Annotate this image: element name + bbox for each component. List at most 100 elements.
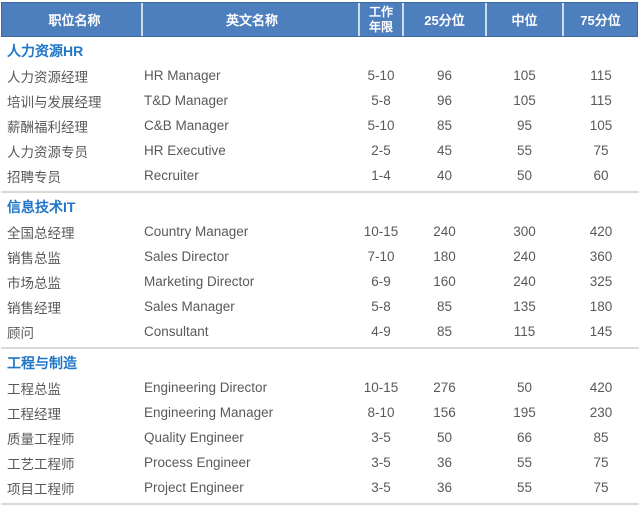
years-cell: 8-10	[367, 405, 395, 420]
years-header-line2: 年限	[368, 19, 393, 34]
years-cell: 10-15	[363, 380, 399, 395]
table-row: 工程经理 Engineering Manager 8-10 156 195 230	[1, 400, 639, 425]
position-name-cell: 薪酬福利经理	[7, 119, 88, 135]
position-name-cell: 工程总监	[7, 381, 61, 397]
p25-cell: 45	[436, 143, 453, 158]
position-name-cell: 销售经理	[7, 300, 61, 316]
section-information-technology: 信息技术IT 全国总经理 Country Manager 10-15 240 300 42…	[1, 193, 639, 349]
median-cell: 105	[513, 68, 536, 83]
position-name-cell: 质量工程师	[7, 431, 75, 447]
median-cell: 195	[513, 405, 536, 420]
position-name-cell: 工艺工程师	[7, 456, 75, 472]
position-name-cell: 招聘专员	[7, 169, 61, 185]
column-header-english-name: 英文名称	[141, 3, 358, 36]
english-name-cell: Engineering Manager	[144, 405, 274, 420]
table-row: 工程总监 Engineering Director 10-15 276 50 420	[1, 375, 639, 400]
english-name-cell: Consultant	[144, 324, 209, 339]
section-human-resources: 人力资源HR 人力资源经理 HR Manager 5-10 96 105 115 培训与发展…	[1, 37, 639, 193]
median-cell: 240	[513, 274, 536, 289]
median-cell: 240	[513, 249, 536, 264]
median-cell: 95	[516, 118, 533, 133]
p25-cell: 96	[436, 68, 453, 83]
years-cell: 10-15	[363, 224, 399, 239]
years-cell: 6-9	[371, 274, 391, 289]
position-name-cell: 全国总经理	[7, 225, 75, 241]
years-cell: 5-10	[367, 118, 395, 133]
p25-cell: 40	[436, 168, 453, 183]
p25-cell: 96	[436, 93, 453, 108]
table-row: 工艺工程师 Process Engineer 3-5 36 55 75	[1, 450, 639, 475]
p75-cell: 115	[590, 93, 612, 108]
median-cell: 50	[516, 168, 533, 183]
english-name-cell: HR Executive	[144, 143, 226, 158]
english-name-cell: Project Engineer	[144, 480, 244, 495]
median-cell: 50	[516, 380, 533, 395]
years-cell: 4-9	[371, 324, 391, 339]
median-cell: 115	[513, 324, 536, 339]
section-engineering-manufacturing: 工程与制造 工程总监 Engineering Director 10-15 276 50…	[1, 349, 639, 505]
median-cell: 55	[516, 455, 533, 470]
table-row: 市场总监 Marketing Director 6-9 160 240 325	[1, 269, 639, 294]
p75-cell: 325	[589, 274, 613, 289]
p75-cell: 105	[589, 118, 613, 133]
p25-cell: 50	[436, 430, 453, 445]
p75-cell: 115	[590, 68, 612, 83]
position-name-cell: 人力资源经理	[7, 69, 88, 85]
position-name-cell: 销售总监	[7, 250, 61, 266]
p25-cell: 160	[433, 274, 456, 289]
column-header-position-name: 职位名称	[48, 13, 101, 28]
median-cell: 66	[516, 430, 533, 445]
section-title-it: 信息技术IT	[7, 199, 76, 215]
column-header-years: 工作 年限	[358, 3, 402, 36]
english-name-cell: Sales Director	[144, 249, 229, 264]
position-name-cell: 工程经理	[7, 406, 61, 422]
p75-cell: 60	[593, 168, 609, 183]
p75-cell: 85	[593, 430, 609, 445]
position-name-cell: 市场总监	[7, 275, 61, 291]
table-row: 销售总监 Sales Director 7-10 180 240 360	[1, 244, 639, 269]
median-cell: 135	[513, 299, 536, 314]
section-rows-it: 全国总经理 Country Manager 10-15 240 300 420 销售总监 Sa…	[1, 219, 639, 344]
english-name-cell: Process Engineer	[144, 455, 251, 470]
p75-cell: 145	[589, 324, 613, 339]
p75-cell: 75	[593, 455, 609, 470]
p25-cell: 85	[436, 118, 453, 133]
p75-cell: 420	[589, 380, 613, 395]
median-cell: 105	[513, 93, 536, 108]
p75-cell: 230	[589, 405, 613, 420]
position-name-cell: 人力资源专员	[7, 144, 88, 160]
years-cell: 7-10	[367, 249, 395, 264]
english-name-cell: Country Manager	[144, 224, 249, 239]
p25-cell: 240	[433, 224, 456, 239]
p25-cell: 156	[433, 405, 456, 420]
english-name-cell: T&D Manager	[144, 93, 229, 108]
years-cell: 1-4	[371, 168, 391, 183]
english-name-cell: C&B Manager	[144, 118, 229, 133]
section-rows-engineering: 工程总监 Engineering Director 10-15 276 50 420 工程经…	[1, 375, 639, 500]
column-header-median: 中位	[485, 3, 562, 36]
section-rows-hr: 人力资源经理 HR Manager 5-10 96 105 115 培训与发展经理 T&D M…	[1, 63, 639, 188]
position-name-cell: 项目工程师	[7, 481, 75, 497]
p75-cell: 75	[593, 143, 609, 158]
p75-cell: 180	[589, 299, 613, 314]
years-cell: 5-8	[371, 93, 391, 108]
table-row: 人力资源专员 HR Executive 2-5 45 55 75	[1, 138, 639, 163]
years-cell: 5-8	[371, 299, 391, 314]
years-header-line1: 工作	[368, 5, 393, 20]
position-name-cell: 顾问	[7, 325, 34, 341]
column-header-p75: 75分位	[562, 3, 637, 36]
years-cell: 2-5	[371, 143, 391, 158]
table-header: 职位名称 英文名称 工作 年限 25分位 中位 75分位	[1, 2, 638, 37]
p75-cell: 75	[593, 480, 609, 495]
years-cell: 5-10	[367, 68, 395, 83]
table-row: 招聘专员 Recruiter 1-4 40 50 60	[1, 163, 639, 188]
english-name-cell: Engineering Director	[144, 380, 268, 395]
p25-cell: 36	[436, 480, 453, 495]
english-name-cell: Marketing Director	[144, 274, 255, 289]
p25-cell: 276	[433, 380, 456, 395]
table-row: 顾问 Consultant 4-9 85 115 145	[1, 319, 639, 344]
english-name-cell: Sales Manager	[144, 299, 235, 314]
table-row: 培训与发展经理 T&D Manager 5-8 96 105 115	[1, 88, 639, 113]
table-row: 项目工程师 Project Engineer 3-5 36 55 75	[1, 475, 639, 500]
